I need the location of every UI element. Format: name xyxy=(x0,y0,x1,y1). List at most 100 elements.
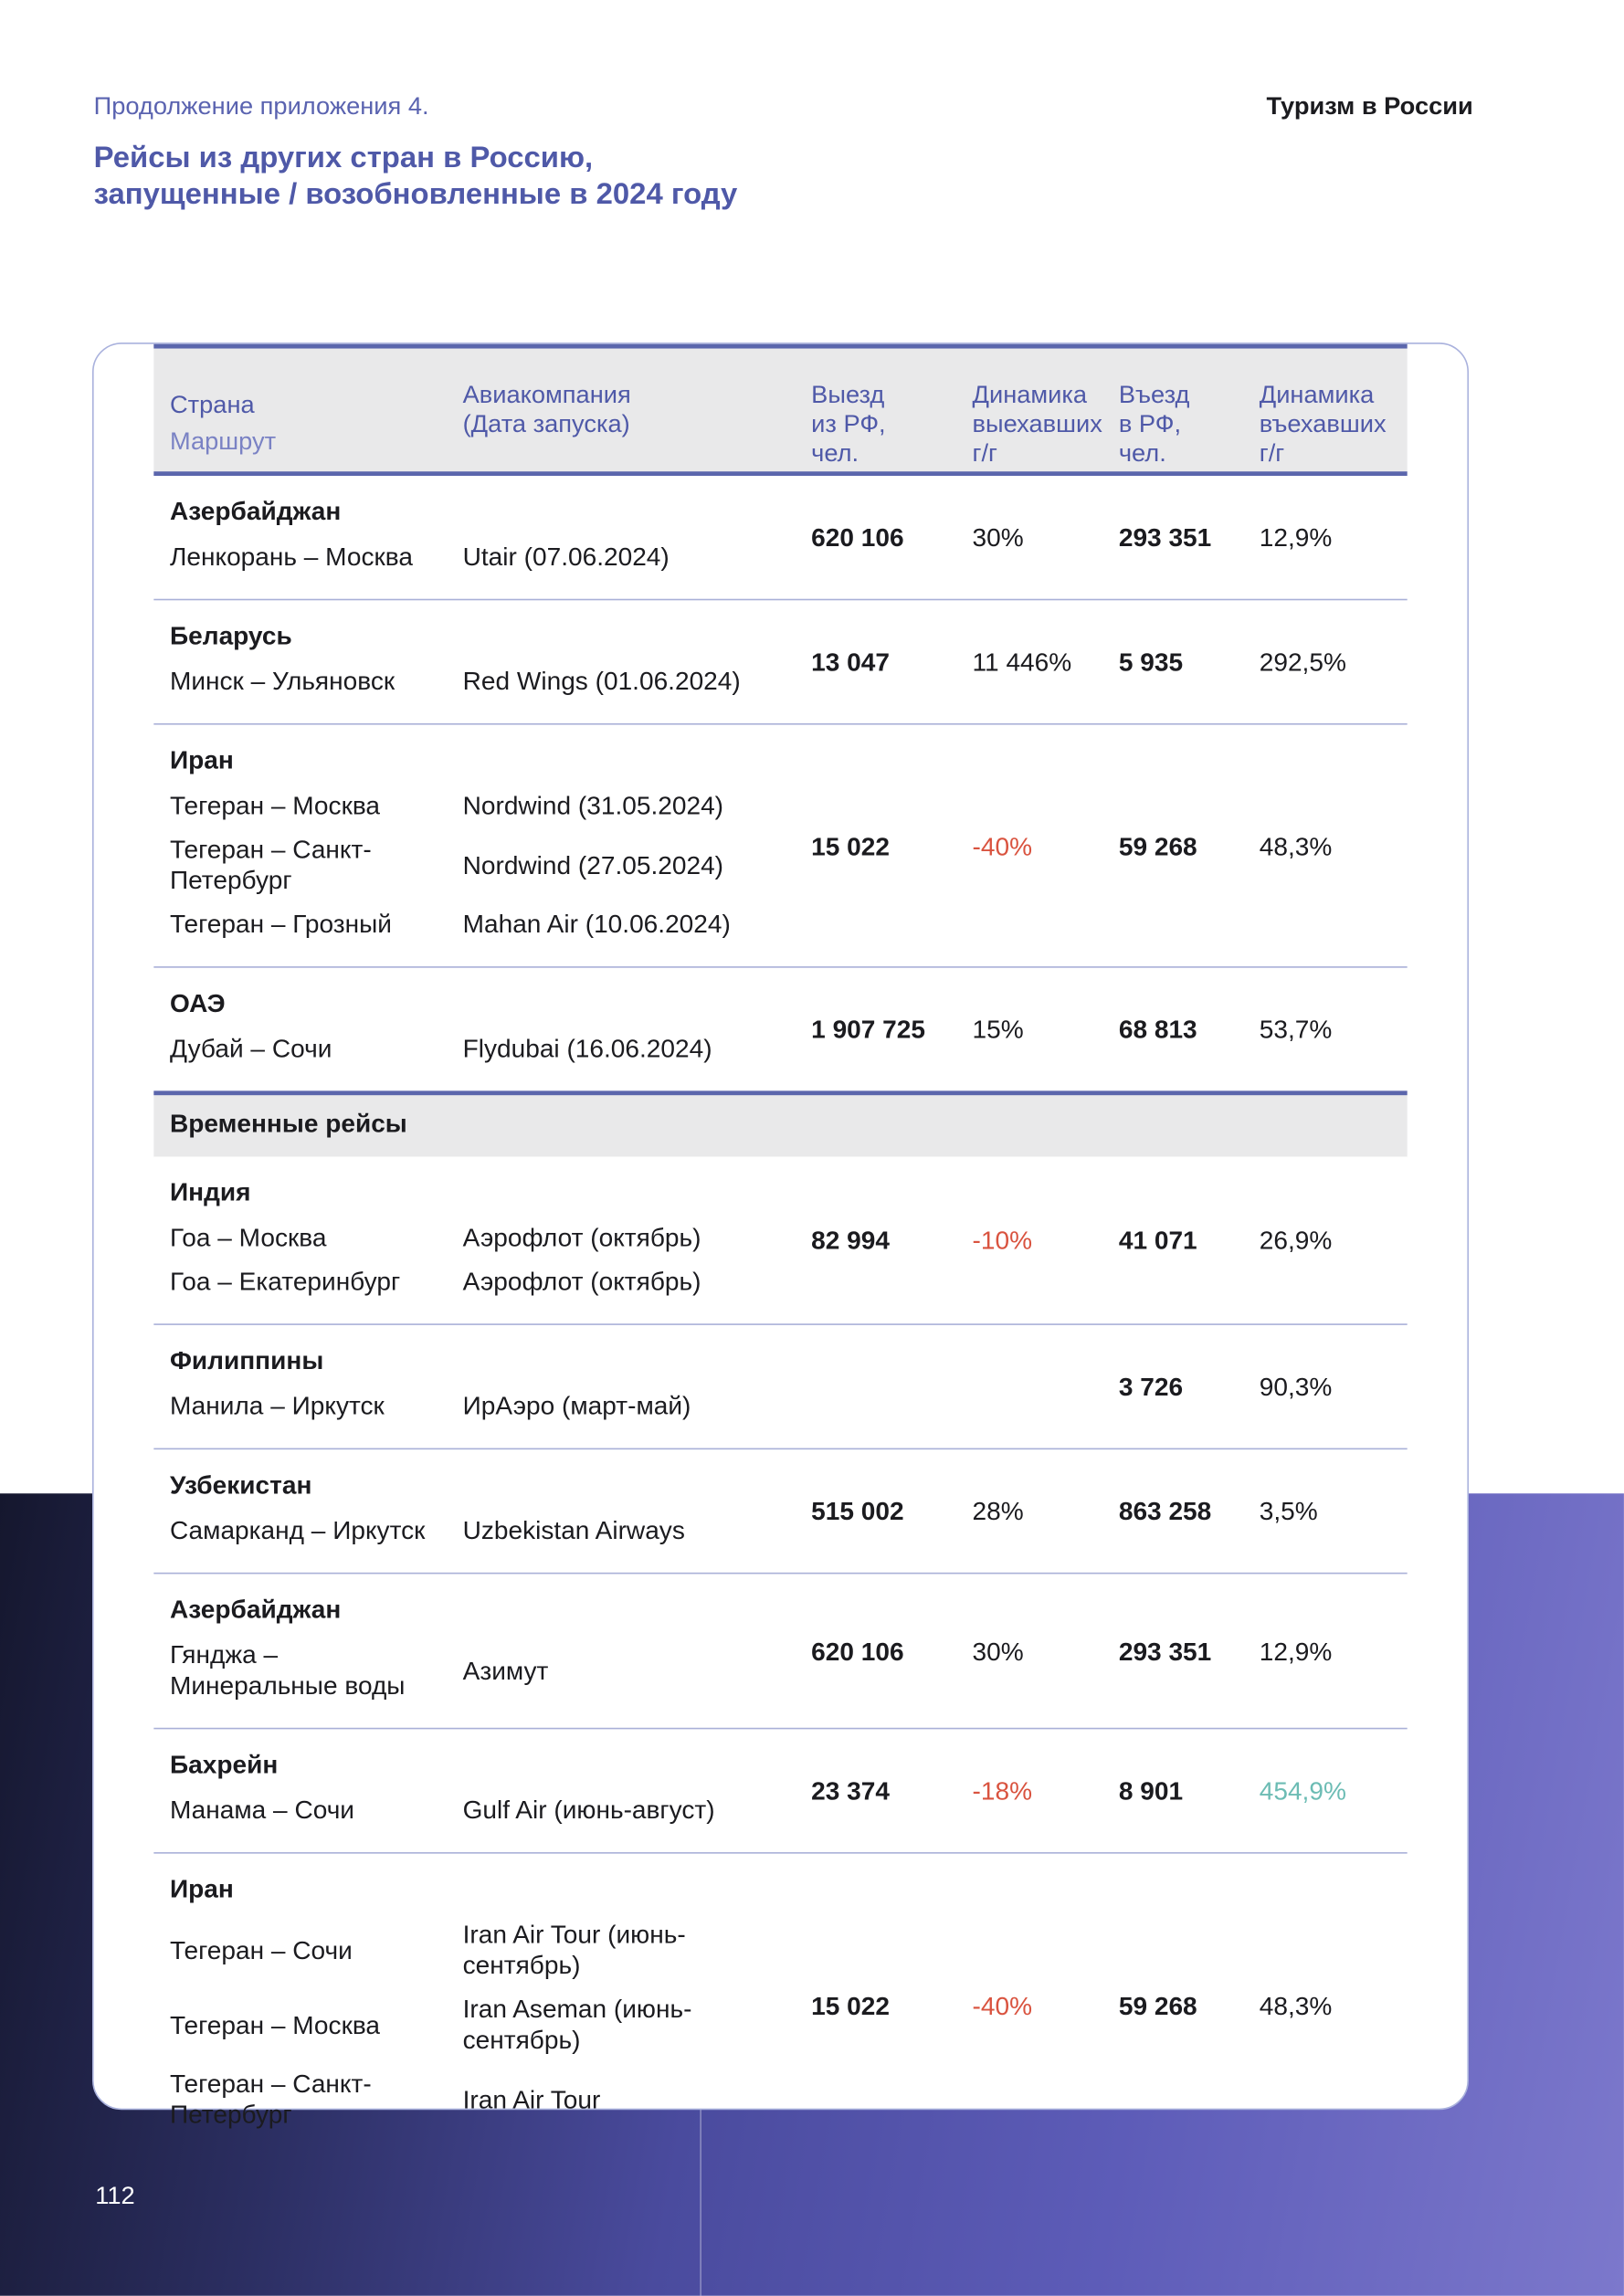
airline: Uzbekistan Airways xyxy=(462,1515,685,1545)
inbound: 68 813 xyxy=(1118,1015,1197,1045)
title: Рейсы из других стран в Россию, запущенн… xyxy=(94,139,738,212)
inbound: 3 726 xyxy=(1118,1372,1184,1402)
table-row: Иран Тегеран – Сочи Iran Air Tour (июнь-се… xyxy=(153,1854,1407,2157)
outbound-change: 28% xyxy=(972,1496,1024,1526)
title-line: Рейсы из других стран в Россию, xyxy=(93,140,594,174)
outbound: 82 994 xyxy=(811,1225,890,1255)
inbound-change: 12,9% xyxy=(1259,522,1333,553)
outbound: 15 022 xyxy=(811,830,890,860)
airline: Gulf Air (июнь-август) xyxy=(462,1795,715,1825)
airline: Nordwind (31.05.2024) xyxy=(462,790,724,820)
header-title: Страна xyxy=(169,391,255,419)
airline: ИрАэро (март-май) xyxy=(462,1391,691,1421)
table-row: Индия Гоа – Москва Аэрофлот (октябрь) Гоа –… xyxy=(153,1157,1408,1325)
outbound-change: -10% xyxy=(972,1225,1033,1255)
inbound-change: 48,3% xyxy=(1259,1990,1333,2020)
inbound: 863 258 xyxy=(1118,1496,1212,1526)
outbound-change: 11 446% xyxy=(972,647,1072,677)
outbound-change: 30% xyxy=(972,522,1024,553)
page-number: 112 xyxy=(95,2181,135,2210)
inbound-change: 292,5% xyxy=(1259,647,1346,677)
airline: Mahan Air (10.06.2024) xyxy=(462,909,731,939)
subtitle: Продолжение приложения 4. xyxy=(93,92,429,121)
country: Азербайджан xyxy=(169,1594,342,1624)
route: Гоа – Екатеринбург xyxy=(169,1266,401,1296)
route: Манама – Сочи xyxy=(169,1795,354,1825)
table: Страна Маршрут Авиакомпания (Дата запуска)… xyxy=(153,343,1408,2157)
country: Азербайджан xyxy=(169,496,342,526)
inbound: 293 351 xyxy=(1118,522,1212,553)
route: Тегеран – Сочи xyxy=(169,1934,353,1964)
route: Тегеран – Санкт-Петербург xyxy=(169,2069,372,2130)
table-header: Страна Маршрут Авиакомпания (Дата запуска)… xyxy=(153,343,1408,477)
outbound-change: -40% xyxy=(972,830,1033,860)
country: Индия xyxy=(169,1176,251,1207)
table-row: Азербайджан Гянджа – Минеральные воды Азим… xyxy=(153,1574,1408,1730)
route: Минск – Ульяновск xyxy=(169,666,395,696)
airline: Iran Aseman (июнь-сентябрь) xyxy=(462,1994,692,2055)
inbound-change: 26,9% xyxy=(1259,1225,1333,1255)
country: Иран xyxy=(169,1874,234,1904)
outbound: 620 106 xyxy=(811,1636,904,1666)
table-row: Иран Тегеран – Москва Nordwind (31.05.2024… xyxy=(153,725,1408,968)
airline: Азимут xyxy=(462,1655,549,1685)
inbound: 5 935 xyxy=(1118,647,1184,677)
country: ОАЭ xyxy=(169,988,226,1018)
inbound-change: 48,3% xyxy=(1259,830,1333,860)
country: Бахрейн xyxy=(169,1749,279,1779)
table-row: Беларусь Минск – Ульяновск Red Wings (01.0… xyxy=(153,600,1408,725)
inbound-change: 3,5% xyxy=(1259,1496,1318,1526)
header-cell: Авиакомпания (Дата запуска) xyxy=(462,380,631,438)
inbound-change: 53,7% xyxy=(1259,1015,1333,1045)
inbound: 293 351 xyxy=(1118,1636,1212,1666)
outbound: 515 002 xyxy=(811,1496,904,1526)
route: Гянджа – Минеральные воды xyxy=(169,1639,406,1701)
country: Узбекистан xyxy=(169,1469,312,1500)
inbound-change: 90,3% xyxy=(1259,1372,1333,1402)
header-cell: Въезд в РФ, чел. xyxy=(1118,380,1190,468)
header-cell: Страна Маршрут xyxy=(153,381,447,471)
outbound: 620 106 xyxy=(811,522,904,553)
outbound-change: -18% xyxy=(972,1775,1033,1806)
route: Самарканд – Иркутск xyxy=(169,1515,426,1545)
table-row: Азербайджан Ленкорань – Москва Utair (07.0… xyxy=(153,476,1408,601)
table-row: ОАЭ Дубай – Сочи Flydubai (16.06.2024) 1 90… xyxy=(153,968,1407,1091)
airline: Flydubai (16.06.2024) xyxy=(462,1033,712,1063)
outbound-change: 15% xyxy=(972,1015,1024,1045)
route: Манила – Иркутск xyxy=(169,1391,385,1421)
inbound-change: 12,9% xyxy=(1259,1636,1333,1666)
country: Иран xyxy=(169,745,234,775)
outbound: 23 374 xyxy=(811,1775,890,1806)
title-line: запущенные / возобновленные в 2024 году xyxy=(93,176,738,211)
country: Беларусь xyxy=(169,620,292,650)
header-subtitle: Маршрут xyxy=(169,427,277,456)
airline: Аэрофлот (октябрь) xyxy=(462,1266,701,1296)
outbound: 15 022 xyxy=(811,1990,890,2020)
header-cell: Динамика выехавших г/г xyxy=(972,380,1102,468)
outbound-change: 30% xyxy=(972,1636,1024,1666)
route: Тегеран – Москва xyxy=(169,790,381,820)
inbound: 59 268 xyxy=(1118,1990,1197,2020)
route: Тегеран – Грозный xyxy=(169,909,392,939)
section-name: Туризм в России xyxy=(1266,92,1473,121)
route: Дубай – Сочи xyxy=(169,1033,332,1063)
section-header: Временные рейсы xyxy=(153,1090,1408,1157)
airline: Red Wings (01.06.2024) xyxy=(462,666,741,696)
airline: Iran Air Tour xyxy=(462,2084,601,2114)
airline: Аэрофлот (октябрь) xyxy=(462,1222,701,1252)
inbound: 41 071 xyxy=(1118,1225,1197,1255)
airline: Nordwind (27.05.2024) xyxy=(462,849,724,879)
route: Тегеран – Москва xyxy=(169,2009,381,2039)
divider xyxy=(700,2108,701,2296)
outbound: 1 907 725 xyxy=(811,1015,925,1045)
airline: Utair (07.06.2024) xyxy=(462,542,670,572)
outbound: 13 047 xyxy=(811,647,890,677)
table-row: Бахрейн Манама – Сочи Gulf Air (июнь-авгус… xyxy=(153,1729,1408,1854)
inbound: 8 901 xyxy=(1118,1775,1184,1806)
inbound: 59 268 xyxy=(1118,830,1197,860)
route: Гоа – Москва xyxy=(169,1222,327,1252)
route: Тегеран – Санкт-Петербург xyxy=(169,834,372,895)
outbound-change: -40% xyxy=(972,1990,1033,2020)
